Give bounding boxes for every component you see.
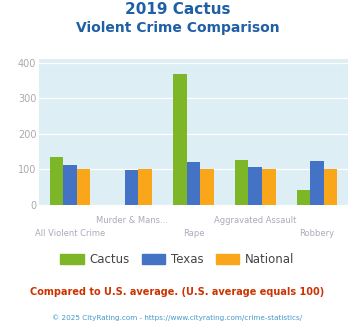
Bar [200, 169, 214, 205]
Text: Aggravated Assault: Aggravated Assault [214, 216, 296, 225]
Bar [187, 162, 200, 205]
Text: © 2025 CityRating.com - https://www.cityrating.com/crime-statistics/: © 2025 CityRating.com - https://www.city… [53, 314, 302, 321]
Bar [173, 74, 187, 205]
Text: 2019 Cactus: 2019 Cactus [125, 2, 230, 16]
Bar [138, 169, 152, 205]
Text: Murder & Mans...: Murder & Mans... [96, 216, 168, 225]
Bar [63, 165, 77, 205]
Text: Rape: Rape [183, 229, 204, 238]
Text: Robbery: Robbery [300, 229, 334, 238]
Bar [248, 167, 262, 205]
Bar [235, 160, 248, 205]
Bar [50, 157, 63, 205]
Bar [297, 190, 310, 205]
Text: Violent Crime Comparison: Violent Crime Comparison [76, 21, 279, 35]
Bar [125, 170, 138, 205]
Text: Compared to U.S. average. (U.S. average equals 100): Compared to U.S. average. (U.S. average … [31, 287, 324, 297]
Bar [324, 169, 337, 205]
Bar [262, 169, 275, 205]
Text: All Violent Crime: All Violent Crime [35, 229, 105, 238]
Legend: Cactus, Texas, National: Cactus, Texas, National [56, 248, 299, 271]
Bar [310, 161, 324, 205]
Bar [77, 169, 90, 205]
